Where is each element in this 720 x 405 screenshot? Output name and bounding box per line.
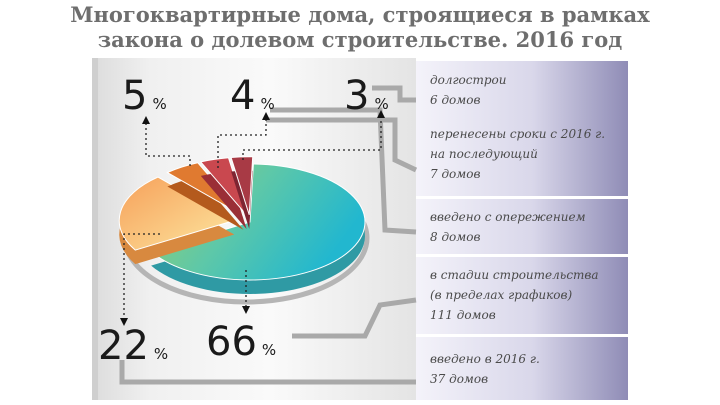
- legend-text: введено с опережением 8 домов: [430, 207, 586, 247]
- legend-text: долгострои 6 домов: [430, 70, 507, 110]
- pointer-lines: [123, 118, 382, 318]
- title-line-2: закона о долевом строительстве. 2016 год: [97, 27, 623, 52]
- legend-count: 6 домов: [430, 93, 481, 107]
- pie-slice-4: [199, 157, 248, 216]
- data-label-value: 22: [98, 323, 149, 369]
- legend-panel: долгострои 6 домов перенесены сроки с 20…: [416, 58, 628, 400]
- legend-label-cont: на последующий: [430, 147, 538, 161]
- percent-sign: %: [152, 95, 167, 113]
- pie-slice-22: [118, 176, 236, 251]
- chart-panel-edge: [92, 58, 98, 400]
- percent-sign: %: [374, 95, 389, 113]
- data-label-value: 66: [206, 319, 257, 365]
- data-label-5: 5%: [122, 76, 167, 116]
- title-line-1: Многоквартирные дома, строящиеся в рамка…: [70, 2, 650, 27]
- legend-label: в стадии строительства: [430, 268, 599, 282]
- legend-item-postponed: перенесены сроки с 2016 г. на последующи…: [416, 108, 628, 196]
- pie-slice-3: [230, 156, 254, 215]
- legend-item-under-construction: в стадии строительства (в пределах графи…: [416, 254, 628, 334]
- percent-sign: %: [153, 345, 169, 363]
- data-label-66: 66%: [206, 322, 276, 362]
- data-label-3: 3%: [344, 76, 389, 116]
- legend-item-ahead-of-schedule: введено с опережением 8 домов: [416, 196, 628, 254]
- legend-count: 37 домов: [430, 372, 489, 386]
- legend-label: введено с опережением: [430, 210, 586, 224]
- legend-text: введено в 2016 г. 37 домов: [430, 349, 540, 389]
- legend-text: перенесены сроки с 2016 г. на последующи…: [430, 124, 605, 184]
- pie-slice-66: [150, 163, 366, 281]
- percent-sign: %: [261, 341, 277, 359]
- legend-count: 7 домов: [430, 167, 481, 181]
- legend-count: 8 домов: [430, 230, 481, 244]
- data-label-value: 5: [122, 73, 148, 119]
- legend-label: перенесены сроки с 2016 г.: [430, 127, 606, 141]
- data-label-4: 4%: [230, 76, 275, 116]
- connector-lines: [119, 85, 418, 385]
- pie-slices: [118, 156, 370, 305]
- pointer-arrows: [120, 110, 385, 326]
- legend-label: введено в 2016 г.: [430, 352, 540, 366]
- chart-title: Многоквартирные дома, строящиеся в рамка…: [0, 2, 720, 52]
- legend-count: 111 домов: [430, 308, 496, 322]
- data-label-value: 4: [230, 73, 256, 119]
- pie-slice-side: [167, 176, 244, 230]
- legend-label: долгострои: [430, 73, 507, 87]
- legend-text: в стадии строительства (в пределах графи…: [430, 265, 599, 325]
- percent-sign: %: [260, 95, 275, 113]
- data-label-22: 22%: [98, 326, 168, 366]
- legend-item-commissioned-2016: введено в 2016 г. 37 домов: [416, 334, 628, 400]
- legend-label-cont: (в пределах графиков): [430, 288, 573, 302]
- pie-slice-side: [200, 171, 247, 230]
- data-label-value: 3: [344, 73, 370, 119]
- legend-item-long-construction: долгострои 6 домов: [416, 58, 628, 108]
